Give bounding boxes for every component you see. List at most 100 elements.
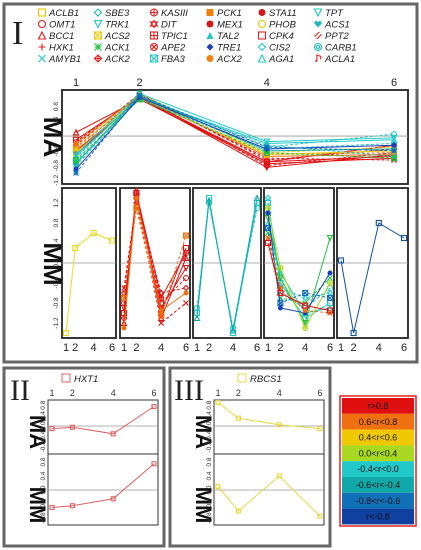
data-point — [264, 194, 272, 202]
panel-I-row-label-MM: MM — [38, 242, 68, 285]
legend-marker-pck1 — [206, 9, 214, 16]
panel-II-row-label-MA: MA — [25, 415, 50, 449]
x-tick-label: 2 — [236, 388, 241, 398]
x-tick-label: 1 — [265, 342, 271, 354]
data-point — [157, 304, 165, 312]
data-point — [390, 134, 398, 142]
data-point — [90, 229, 97, 237]
legend-label-kasiii: KASIII — [161, 8, 188, 19]
data-point — [73, 166, 79, 172]
data-point — [69, 503, 75, 509]
data-point — [391, 142, 397, 148]
panel-I-row-label-MA: MA — [38, 117, 68, 158]
y-tick-label: 0.4 — [53, 238, 60, 247]
data-point — [72, 156, 80, 164]
data-point — [263, 158, 270, 165]
legend-label-acx2: ACX2 — [216, 54, 243, 65]
legend-marker-acx2 — [206, 55, 214, 62]
data-point — [121, 325, 127, 331]
x-tick-label: 6 — [183, 342, 189, 354]
y-tick-label: 0.8 — [53, 102, 60, 111]
legend-label-bcc1: BCC1 — [49, 31, 74, 42]
data-point — [110, 431, 116, 437]
data-point — [277, 285, 284, 291]
x-tick-label: 6 — [317, 388, 322, 398]
y-tick-label: -0.8 — [40, 441, 47, 453]
scale-swatch — [342, 398, 414, 414]
legend-label-ack2: ACK2 — [104, 54, 131, 65]
series-line — [51, 463, 155, 508]
legend-label-phob: PHOB — [269, 20, 297, 31]
legend-label-trk1: TRK1 — [105, 20, 129, 31]
panel-II-row-label-MM: MM — [25, 487, 50, 524]
legend-marker-acs2 — [93, 31, 103, 40]
data-point — [73, 140, 79, 146]
legend-label-tpic1: TPIC1 — [161, 31, 188, 42]
data-point — [151, 403, 157, 410]
legend-label-tpt: TPT — [325, 8, 344, 19]
legend-marker-mex1 — [206, 20, 214, 28]
data-point — [302, 302, 309, 309]
data-point — [120, 314, 128, 322]
scale-label: -0.6<r<-0.4 — [356, 480, 401, 490]
data-point — [182, 249, 190, 257]
data-point — [265, 210, 271, 216]
data-point — [326, 307, 334, 314]
scale-label: r>0.8 — [368, 401, 389, 411]
series-line — [267, 212, 331, 314]
legend-label-amyb1: AMYB1 — [48, 54, 81, 65]
data-point — [72, 151, 80, 159]
legend-label-mex1: MEX1 — [217, 20, 243, 31]
legend-label-sta11: STA11 — [269, 8, 297, 19]
series-line — [51, 406, 155, 435]
y-tick-label: -0.8 — [53, 297, 60, 309]
data-point — [151, 461, 157, 467]
y-tick-label: 1.2 — [53, 198, 60, 207]
legend-label-sbe3: SBE3 — [105, 8, 130, 19]
legend-label-ape2: APE2 — [160, 43, 186, 54]
series-line — [123, 190, 187, 324]
x-tick-label: 4 — [111, 388, 116, 398]
data-point — [158, 320, 165, 326]
data-point — [158, 308, 164, 313]
legend-marker-tpt — [313, 8, 323, 18]
x-tick-label: 2 — [72, 342, 78, 354]
data-point — [72, 160, 80, 167]
x-tick-label: 1 — [338, 342, 344, 354]
y-tick-label: 0.0 — [40, 485, 47, 494]
scale-swatch — [342, 508, 414, 525]
legend-label-pck1: PCK1 — [217, 8, 242, 19]
I-MA-y-ticks: 0.8 0.4 -0.4 -0.8 -1.2 — [53, 102, 60, 186]
legend-marker-ack2 — [93, 54, 103, 63]
legend-marker-omt1 — [37, 19, 47, 29]
x-tick-label: 2 — [206, 342, 212, 354]
data-point — [110, 496, 116, 502]
y-tick-label: 0.8 — [40, 400, 47, 409]
series-line — [340, 222, 405, 334]
data-point — [235, 508, 241, 514]
panel-II-legend-marker — [61, 373, 71, 383]
y-tick-label: 0.4 — [206, 411, 213, 420]
x-tick-label: 6 — [151, 388, 156, 398]
data-point — [326, 279, 334, 287]
series-line — [75, 96, 395, 168]
data-point — [182, 254, 190, 262]
legend-marker-ppt2 — [314, 31, 322, 40]
y-tick-label: -1.2 — [53, 174, 60, 186]
legend-label-acs1: ACS1 — [324, 20, 350, 31]
data-point — [301, 319, 309, 327]
x-tick-label: 1 — [121, 342, 127, 354]
x-tick-label: 2 — [137, 77, 143, 89]
data-point — [302, 307, 309, 314]
data-point — [193, 304, 201, 312]
legend-label-acs2: ACS2 — [104, 31, 131, 42]
data-point — [182, 264, 190, 272]
legend-label-aclb1: ACLB1 — [48, 8, 79, 19]
y-tick-label: 0.0 — [40, 421, 47, 430]
series-line — [75, 94, 395, 159]
series-line — [267, 227, 331, 304]
panel-III-row-label-MA: MA — [191, 415, 216, 449]
